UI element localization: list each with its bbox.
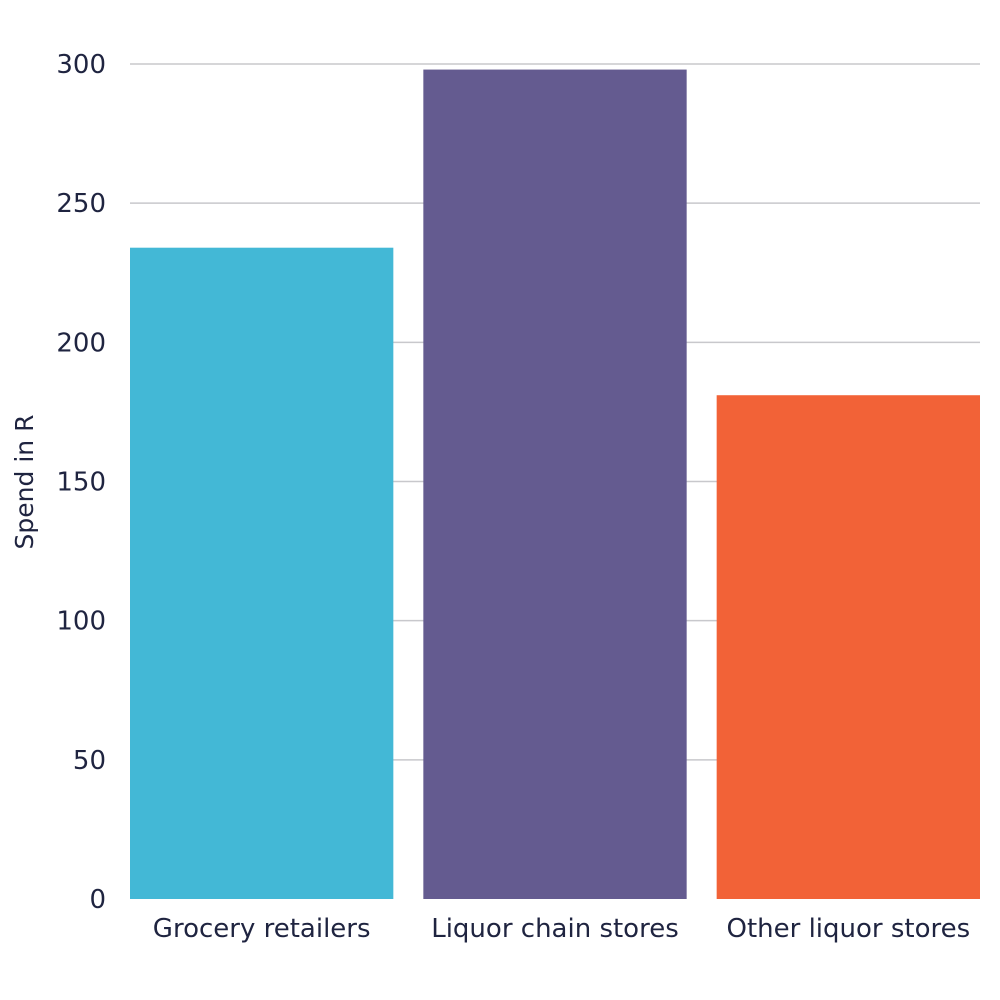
x-axis-ticks: Grocery retailers Liquor chain stores Othe… xyxy=(153,914,970,944)
bars xyxy=(130,69,980,900)
y-tick-label: 200 xyxy=(56,328,106,358)
bar xyxy=(130,247,394,899)
y-axis-title: Spend in R xyxy=(10,415,39,550)
y-tick-label: 100 xyxy=(56,607,106,637)
y-tick-label: 300 xyxy=(56,50,106,80)
bar xyxy=(716,395,980,899)
bar xyxy=(423,69,687,900)
x-tick-label: Other liquor stores xyxy=(726,914,970,944)
y-tick-label: 50 xyxy=(73,746,106,776)
y-tick-label: 0 xyxy=(89,885,106,915)
x-tick-label: Grocery retailers xyxy=(153,914,371,944)
x-tick-label: Liquor chain stores xyxy=(431,914,679,944)
y-tick-label: 250 xyxy=(56,189,106,219)
y-tick-label: 150 xyxy=(56,468,106,498)
y-axis-ticks: 0 50 100 150 200 250 300 xyxy=(56,50,106,915)
